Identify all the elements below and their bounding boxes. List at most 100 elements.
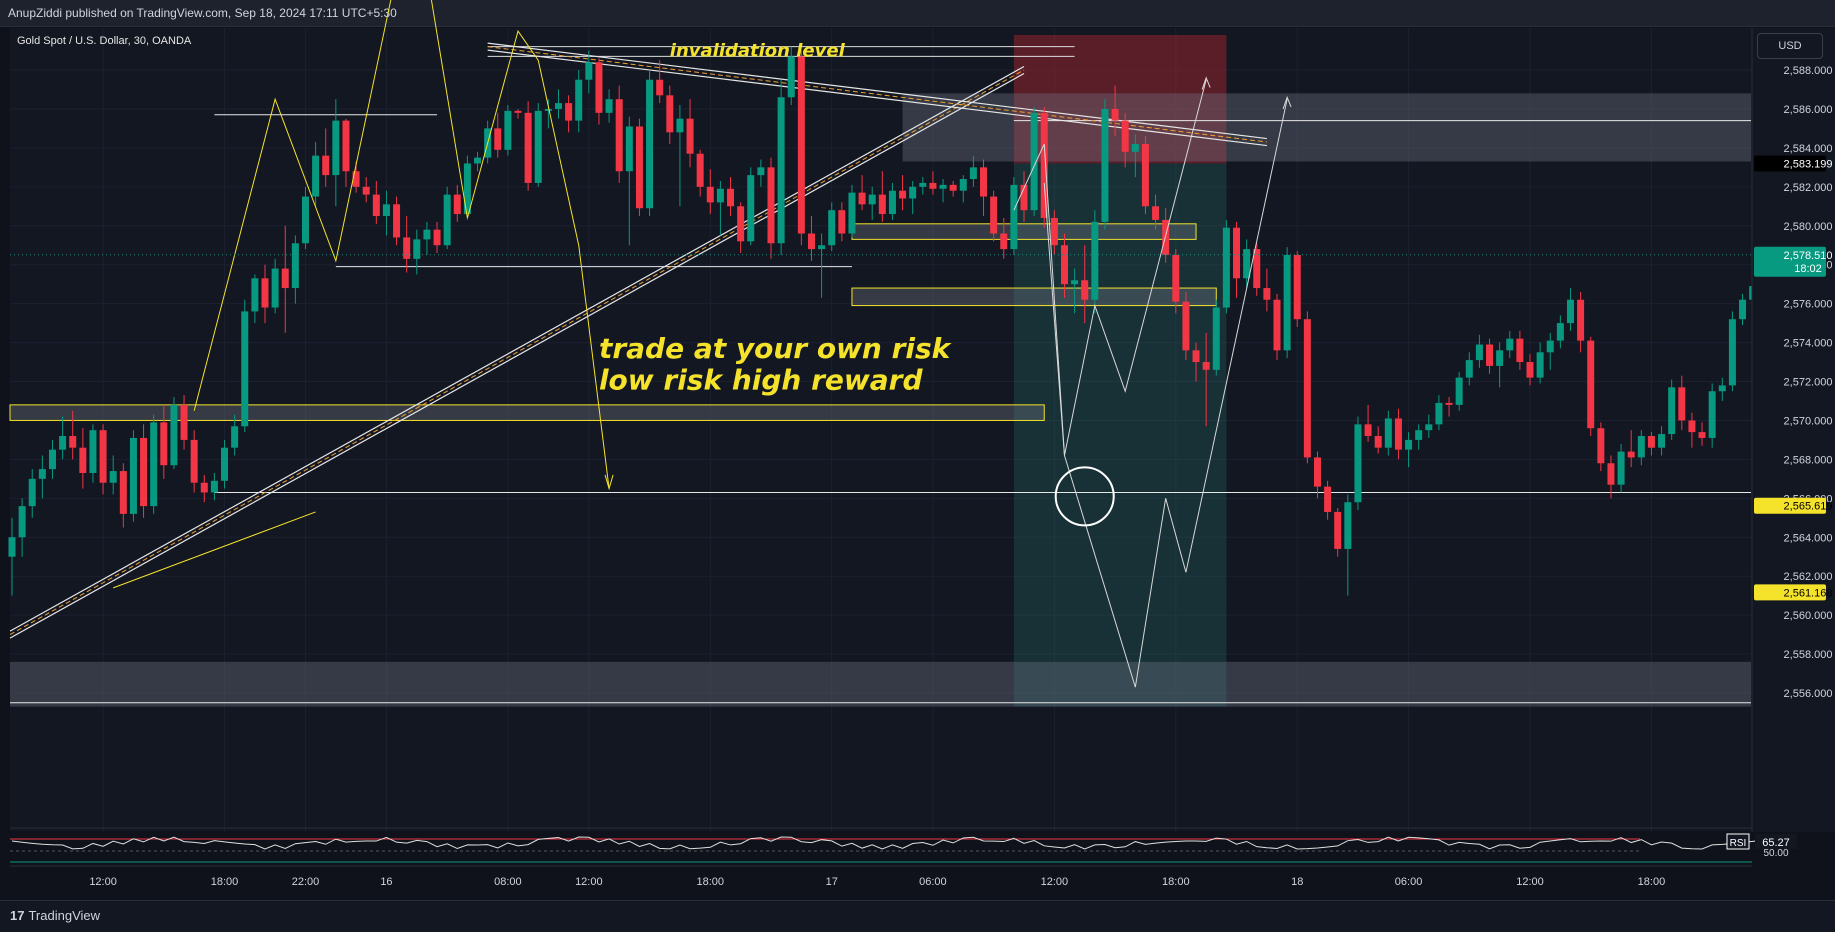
candle-body bbox=[1384, 418, 1392, 448]
candle-body bbox=[858, 192, 866, 205]
candle-body bbox=[362, 186, 370, 195]
candle-body bbox=[1546, 340, 1554, 353]
resistance-box-left bbox=[9, 404, 1045, 421]
candle-body bbox=[878, 194, 886, 215]
candle-body bbox=[1202, 362, 1210, 370]
candle-body bbox=[160, 422, 168, 466]
candle-body bbox=[1081, 280, 1089, 300]
rising-channel-edge bbox=[9, 72, 1025, 639]
rising-channel-midline bbox=[9, 69, 1025, 636]
candle-body bbox=[544, 108, 552, 111]
publish-header: AnupZiddi published on TradingView.com, … bbox=[0, 0, 1835, 27]
candle-body bbox=[767, 167, 775, 244]
candle-body bbox=[433, 229, 441, 246]
candle-body bbox=[79, 447, 87, 474]
y-tick-label: 2,574.000 bbox=[1784, 338, 1833, 350]
y-tick-label: 2,564.000 bbox=[1784, 532, 1833, 544]
currency-button[interactable]: USD bbox=[1757, 33, 1823, 59]
candle-body bbox=[474, 157, 482, 164]
resistance-box-lower bbox=[851, 287, 1217, 307]
candle-body bbox=[1425, 424, 1433, 431]
candle-body bbox=[393, 204, 401, 238]
y-tick-label: 2,580.000 bbox=[1784, 221, 1833, 233]
candle-body bbox=[1020, 184, 1028, 211]
x-tick-label: 18:00 bbox=[1638, 876, 1666, 888]
candle-body bbox=[848, 192, 856, 234]
candle-body bbox=[1415, 430, 1423, 440]
candle-body bbox=[1374, 436, 1382, 448]
candle-body bbox=[1344, 502, 1352, 549]
price-chart[interactable]: invalidation level trade at your own risk… bbox=[0, 0, 1835, 900]
price-marker-bg bbox=[1754, 497, 1826, 514]
x-tick-label: 18:00 bbox=[1162, 876, 1190, 888]
x-tick-label: 17 bbox=[826, 876, 838, 888]
candle-body bbox=[1334, 511, 1342, 549]
candle-body bbox=[1131, 143, 1139, 152]
candle-body bbox=[301, 196, 309, 244]
x-tick-label: 12:00 bbox=[1041, 876, 1069, 888]
y-tick-label: 2,582.000 bbox=[1784, 182, 1833, 194]
candle-body bbox=[615, 99, 623, 172]
candle-body bbox=[1263, 288, 1271, 300]
rsi-value-bg bbox=[1755, 834, 1797, 849]
candle-body bbox=[818, 245, 826, 250]
candle-body bbox=[251, 278, 259, 312]
candle-body bbox=[1465, 360, 1473, 378]
candle-body bbox=[1536, 352, 1544, 378]
x-tick-label: 16 bbox=[380, 876, 392, 888]
candle-body bbox=[1486, 344, 1494, 366]
candle-body bbox=[1182, 301, 1190, 351]
price-marker-label: 2,561.168 bbox=[1784, 587, 1833, 599]
candle-body bbox=[1566, 299, 1574, 324]
candle-body bbox=[281, 268, 289, 289]
candle-body bbox=[1496, 350, 1504, 366]
candle-body bbox=[38, 469, 46, 479]
candle-body bbox=[1000, 233, 1008, 250]
candle-body bbox=[787, 56, 795, 98]
candle-body bbox=[210, 480, 218, 493]
rsi-label: RSI bbox=[1730, 838, 1747, 849]
candle-body bbox=[656, 79, 664, 96]
projection-path-lower bbox=[1043, 99, 1288, 688]
x-tick-label: 12:00 bbox=[575, 876, 603, 888]
chart-pane[interactable] bbox=[10, 28, 1752, 831]
falling-channel-edge bbox=[487, 49, 1267, 147]
candle-body bbox=[524, 112, 532, 183]
x-tick-label: 12:00 bbox=[1516, 876, 1544, 888]
candle-body bbox=[1516, 338, 1524, 363]
y-tick-label: 2,584.000 bbox=[1784, 143, 1833, 155]
candle-body bbox=[59, 436, 67, 450]
candle-body bbox=[1597, 428, 1605, 464]
candle-body bbox=[1101, 108, 1109, 222]
candle-body bbox=[231, 426, 239, 448]
y-tick-label: 2,572.000 bbox=[1784, 377, 1833, 389]
tradingview-logo-text: TradingView bbox=[28, 908, 101, 923]
candle-body bbox=[939, 184, 947, 189]
candle-body bbox=[1688, 420, 1696, 433]
candle-body bbox=[352, 171, 360, 187]
candle-body bbox=[1708, 391, 1716, 438]
rsi-label-bg bbox=[1726, 833, 1750, 850]
candle-body bbox=[1313, 457, 1321, 487]
candle-body bbox=[453, 194, 461, 215]
candle-body bbox=[534, 110, 542, 183]
tradingview-logo[interactable]: 17 TradingView bbox=[10, 908, 100, 923]
candle-body bbox=[322, 155, 330, 176]
candle-body bbox=[1627, 451, 1635, 458]
candle-body bbox=[1222, 227, 1230, 308]
candle-body bbox=[899, 190, 907, 199]
candle-body bbox=[797, 56, 805, 234]
rsi-level-label: 50.00 bbox=[1763, 848, 1788, 859]
candle-body bbox=[646, 79, 654, 209]
candle-body bbox=[271, 268, 279, 308]
candle-body bbox=[1040, 112, 1048, 218]
candle-body bbox=[291, 243, 299, 289]
falling-channel-edge bbox=[487, 42, 1267, 140]
yellow-zigzag-path bbox=[193, 0, 610, 489]
candle-body bbox=[1577, 299, 1585, 341]
rising-channel-edge bbox=[9, 65, 1025, 632]
candle-body bbox=[585, 62, 593, 80]
candle-body bbox=[332, 120, 340, 176]
candle-body bbox=[463, 163, 471, 215]
candle-body bbox=[109, 471, 117, 483]
